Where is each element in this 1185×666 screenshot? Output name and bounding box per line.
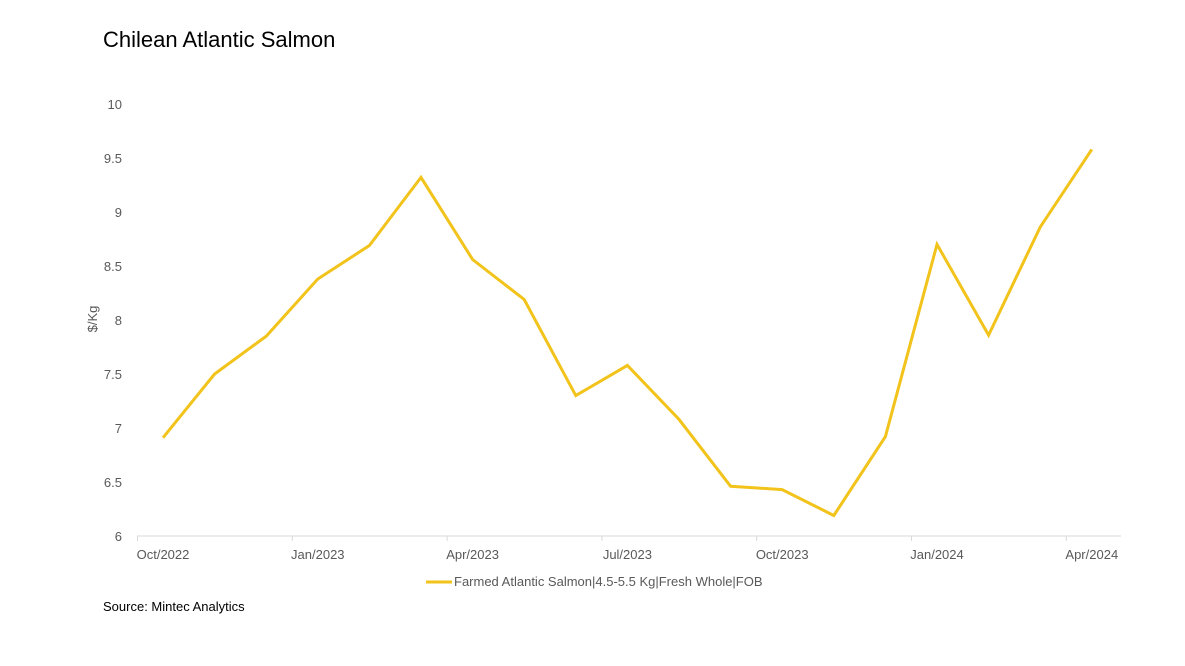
y-tick-label: 8.5 — [104, 259, 122, 274]
y-tick-label: 10 — [108, 97, 122, 112]
y-axis: 6 6.5 7 7.5 8 8.5 9 9.5 10 — [104, 97, 122, 544]
data-point — [779, 487, 785, 493]
x-tick-label: Oct/2022 — [137, 547, 190, 562]
data-point — [573, 393, 579, 399]
y-tick-label: 9.5 — [104, 151, 122, 166]
data-point — [728, 483, 734, 489]
legend-label: Farmed Atlantic Salmon|4.5-5.5 Kg|Fresh … — [454, 574, 763, 589]
data-point — [521, 296, 527, 302]
x-tick-label: Oct/2023 — [756, 547, 809, 562]
data-point — [418, 174, 424, 180]
x-axis: Oct/2022 Jan/2023 Apr/2023 Jul/2023 Oct/2023… — [137, 535, 1121, 562]
y-tick-label: 7 — [115, 421, 122, 436]
y-tick-label: 6 — [115, 529, 122, 544]
chart-title: Chilean Atlantic Salmon — [103, 27, 336, 52]
data-point — [470, 257, 476, 263]
y-axis-label: $/Kg — [85, 306, 100, 333]
x-tick-label: Apr/2024 — [1065, 547, 1118, 562]
y-tick-label: 6.5 — [104, 475, 122, 490]
data-point — [676, 416, 682, 422]
source-note: Source: Mintec Analytics — [103, 599, 245, 614]
data-point — [934, 241, 940, 247]
series-layer — [160, 146, 1095, 518]
data-point — [882, 434, 888, 440]
y-tick-label: 8 — [115, 313, 122, 328]
x-tick-label: Jul/2023 — [603, 547, 652, 562]
data-point — [263, 333, 269, 339]
legend[interactable]: Farmed Atlantic Salmon|4.5-5.5 Kg|Fresh … — [426, 574, 763, 589]
y-tick-label: 7.5 — [104, 367, 122, 382]
data-point — [315, 276, 321, 282]
data-point — [831, 512, 837, 518]
series-line — [161, 148, 1094, 518]
data-point — [624, 362, 630, 368]
x-tick-label: Jan/2023 — [291, 547, 345, 562]
data-point — [1089, 146, 1095, 152]
x-tick-label: Apr/2023 — [446, 547, 499, 562]
y-tick-label: 9 — [115, 205, 122, 220]
data-point — [160, 435, 166, 441]
data-point — [1037, 224, 1043, 230]
data-point — [986, 332, 992, 338]
data-point — [366, 242, 372, 248]
data-point — [212, 371, 218, 377]
x-tick-label: Jan/2024 — [910, 547, 964, 562]
